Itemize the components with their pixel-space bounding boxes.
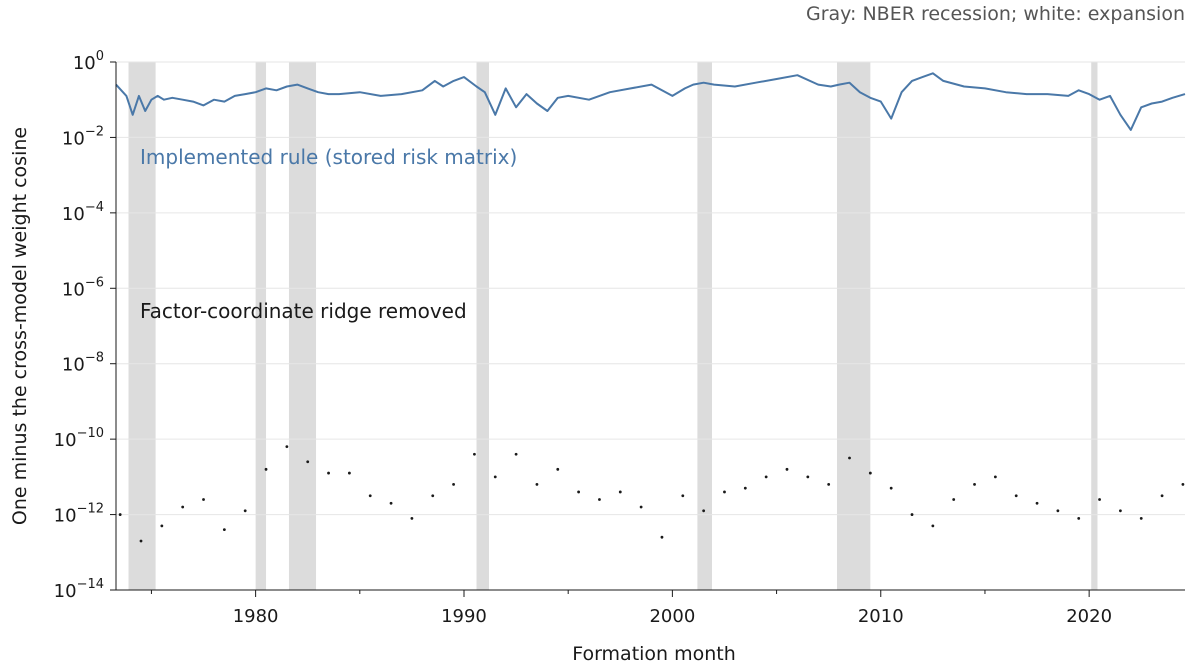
- data-point-ridge-removed: [639, 505, 643, 509]
- series-label-implemented: Implemented rule (stored risk matrix): [140, 145, 517, 169]
- data-point-ridge-removed: [827, 483, 831, 486]
- data-point-ridge-removed: [723, 490, 726, 494]
- series-line-implemented: [115, 72, 1186, 131]
- data-point-ridge-removed: [1139, 516, 1143, 520]
- series-label-ridge-removed: Factor-coordinate ridge removed: [140, 299, 467, 323]
- data-point-ridge-removed: [910, 513, 914, 516]
- data-point-ridge-removed: [410, 516, 414, 520]
- data-point-ridge-removed: [535, 483, 539, 486]
- y-tick-label: 10−10: [54, 426, 104, 451]
- x-tick-label: 1990: [441, 606, 487, 627]
- recession-band: [697, 62, 712, 590]
- data-point-ridge-removed: [743, 486, 747, 490]
- recession-band: [288, 62, 317, 590]
- data-point-ridge-removed: [993, 475, 997, 479]
- y-tick-label: 10−2: [62, 124, 104, 149]
- data-point-ridge-removed: [452, 483, 455, 486]
- data-point-ridge-removed: [514, 452, 518, 456]
- recession-bands: [128, 62, 1098, 590]
- x-tick-label: 1980: [233, 606, 279, 627]
- recession-band: [255, 62, 267, 590]
- x-axis-title: Formation month: [572, 643, 736, 665]
- y-tick-label: 10−8: [62, 351, 104, 376]
- data-point-ridge-removed: [368, 494, 372, 498]
- data-point-ridge-removed: [556, 467, 560, 471]
- data-point-ridge-removed: [848, 456, 851, 460]
- data-point-ridge-removed: [1056, 509, 1060, 513]
- data-point-ridge-removed: [473, 452, 476, 456]
- data-point-ridge-removed: [952, 498, 956, 501]
- data-point-ridge-removed: [973, 483, 976, 486]
- data-point-ridge-removed: [868, 471, 872, 475]
- x-tick-label: 2000: [649, 606, 695, 627]
- x-tick-label: 2010: [858, 606, 904, 627]
- y-tick-label: 10−4: [62, 200, 104, 225]
- legend-note: Gray: NBER recession; white: expansion: [806, 3, 1185, 25]
- data-point-ridge-removed: [389, 501, 393, 505]
- data-point-ridge-removed: [598, 498, 601, 501]
- recession-band: [128, 62, 156, 590]
- data-point-ridge-removed: [702, 509, 706, 513]
- data-point-ridge-removed: [1181, 483, 1185, 486]
- data-point-ridge-removed: [327, 471, 330, 475]
- data-point-ridge-removed: [660, 535, 664, 539]
- data-point-ridge-removed: [243, 509, 247, 513]
- y-tick-label: 10−14: [54, 577, 104, 602]
- data-point-ridge-removed: [181, 505, 185, 509]
- recession-band: [837, 62, 871, 590]
- data-point-ridge-removed: [493, 475, 497, 479]
- data-point-ridge-removed: [160, 524, 164, 528]
- data-point-ridge-removed: [785, 467, 789, 471]
- data-point-ridge-removed: [931, 524, 935, 528]
- grid-lines: [116, 61, 1185, 591]
- y-tick-label: 10−6: [62, 275, 104, 300]
- y-tick-label: 100: [73, 49, 104, 74]
- data-point-ridge-removed: [222, 528, 226, 532]
- data-point-ridge-removed: [1098, 498, 1101, 501]
- data-point-ridge-removed: [577, 490, 581, 494]
- data-point-ridge-removed: [889, 486, 893, 490]
- data-point-ridge-removed: [1014, 494, 1018, 498]
- data-point-ridge-removed: [347, 471, 351, 475]
- data-point-ridge-removed: [264, 467, 268, 471]
- data-point-ridge-removed: [806, 475, 810, 479]
- series-layer: [115, 72, 1186, 543]
- data-point-ridge-removed: [1119, 509, 1122, 513]
- data-point-ridge-removed: [1077, 516, 1081, 520]
- data-point-ridge-removed: [1035, 501, 1039, 505]
- data-point-ridge-removed: [681, 494, 685, 498]
- axes: 100 10−2 10−4 10−6 10−8 10−10 10−12 10−14 1980 19…: [54, 49, 1185, 627]
- recession-band: [476, 62, 490, 590]
- data-point-ridge-removed: [118, 513, 122, 516]
- x-tick-label: 2020: [1066, 606, 1112, 627]
- data-point-ridge-removed: [431, 494, 435, 498]
- y-axis-title: One minus the cross-model weight cosine: [9, 127, 31, 525]
- recession-band: [1091, 62, 1098, 590]
- data-point-ridge-removed: [306, 460, 310, 464]
- y-tick-label: 10−12: [54, 502, 104, 527]
- data-point-ridge-removed: [202, 498, 205, 501]
- data-point-ridge-removed: [764, 475, 768, 479]
- data-point-ridge-removed: [139, 539, 143, 543]
- data-point-ridge-removed: [618, 490, 622, 494]
- data-point-ridge-removed: [1160, 494, 1164, 498]
- data-point-ridge-removed: [285, 445, 289, 449]
